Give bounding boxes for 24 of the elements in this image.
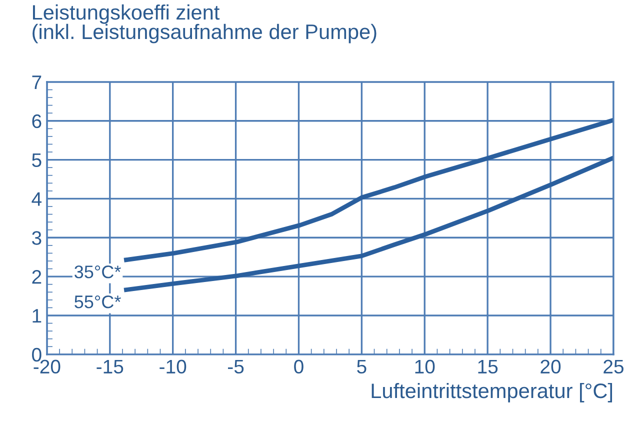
y-tick-label: 4 bbox=[32, 192, 42, 206]
y-tick-label: 0 bbox=[32, 348, 42, 362]
series-label: 55°C* bbox=[74, 295, 121, 308]
y-tick-label: 6 bbox=[32, 114, 42, 128]
y-tick-label: 3 bbox=[32, 231, 42, 245]
y-tick-label: 2 bbox=[32, 270, 42, 284]
x-tick-label: -10 bbox=[160, 360, 186, 374]
line-series bbox=[124, 118, 614, 262]
x-tick-label: -15 bbox=[96, 360, 124, 374]
x-tick-label: 10 bbox=[415, 360, 435, 374]
y-tick-label: 5 bbox=[32, 153, 42, 168]
x-tick-label: 25 bbox=[604, 360, 624, 374]
series-label: 35°C* bbox=[74, 266, 121, 278]
y-tick-label: 1 bbox=[32, 309, 42, 323]
x-tick-label: 0 bbox=[294, 360, 304, 374]
x-tick-label: -20 bbox=[34, 360, 60, 374]
line-series bbox=[124, 156, 614, 292]
x-tick-label: 5 bbox=[357, 360, 366, 374]
x-tick-label: 20 bbox=[540, 360, 561, 374]
y-tick-label: 7 bbox=[32, 76, 42, 89]
x-tick-label: 15 bbox=[478, 360, 498, 374]
x-tick-label: -5 bbox=[228, 360, 244, 374]
x-axis-title: Lufteintrittstemperatur [°C] bbox=[372, 382, 612, 402]
y-axis-title: Leistungskoeffi zient (inkl. Leistungsaufnahme der Pumpe) bbox=[32, 4, 376, 44]
